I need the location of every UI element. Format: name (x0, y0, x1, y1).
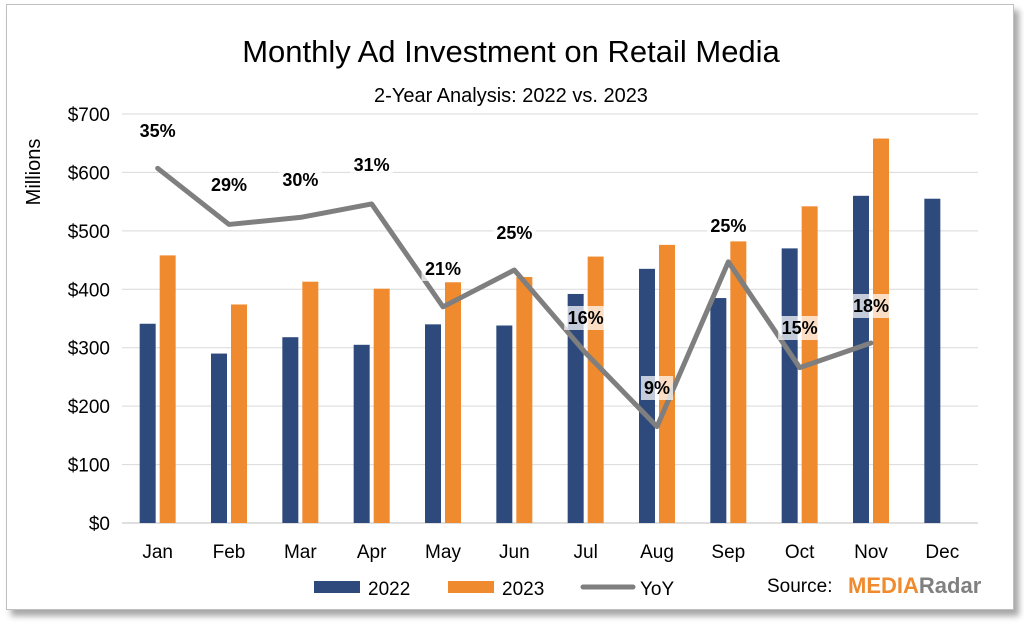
data-label-bg (641, 376, 673, 400)
x-tick-label: Dec (925, 542, 959, 563)
yoy-data-label: 25% (496, 223, 532, 243)
bar-2022 (353, 344, 370, 523)
bar-2023 (730, 241, 747, 524)
y-tick-label: $0 (89, 514, 110, 535)
legend-label-2023: 2023 (502, 579, 544, 600)
bar-2022 (853, 195, 869, 524)
y-tick-label: $600 (68, 163, 110, 184)
yoy-line-path (155, 165, 874, 430)
bar-2022 (425, 324, 441, 523)
bar-2023 (445, 282, 461, 523)
chart-title: Monthly Ad Investment on Retail Media (242, 34, 780, 69)
data-label-bg (849, 294, 893, 318)
x-tick-label: Mar (284, 542, 317, 563)
x-tick-labels: Jan Feb Mar Apr May Jun Jul Aug Sep Oct Nov Dec (142, 542, 959, 563)
mediaradar-logo: MEDIARadar (848, 573, 982, 598)
bar-2023 (302, 281, 319, 523)
legend-swatch-2023 (448, 581, 494, 593)
bar-2022 (211, 353, 227, 523)
legend-swatch-2022 (314, 581, 360, 593)
bars (139, 138, 941, 524)
chart-subtitle: 2-Year Analysis: 2022 vs. 2023 (374, 85, 648, 107)
bar-2022 (710, 298, 727, 523)
source-credit: Source: MEDIARadar (767, 573, 982, 598)
x-tick-label: Nov (854, 542, 888, 563)
bar-2022 (282, 337, 299, 523)
data-label-bg (564, 306, 608, 330)
y-tick-label: $200 (68, 397, 110, 418)
yoy-data-label: 9% (644, 378, 670, 398)
legend-label-2022: 2022 (368, 579, 410, 600)
data-label-bg (207, 173, 251, 197)
x-tick-label: May (425, 542, 461, 563)
data-label-bg (350, 153, 394, 177)
yoy-line: 35% 29% 30% 31% 21% 25% 16% 9% 25% 15% 18% (136, 119, 893, 430)
data-label-bg (136, 119, 180, 143)
y-tick-labels: $0 $100 $200 $300 $400 $500 $600 $700 (68, 105, 110, 535)
data-label-bg (421, 257, 465, 281)
x-tick-label: Jun (499, 542, 530, 563)
y-tick-label: $100 (68, 456, 110, 477)
y-tick-label: $300 (68, 339, 110, 360)
x-tick-label: Feb (213, 542, 246, 563)
y-tick-label: $400 (68, 280, 110, 301)
y-tick-label: $500 (68, 222, 110, 243)
yoy-data-label: 16% (568, 308, 604, 328)
data-label-bg (278, 168, 322, 192)
legend-label-yoy: YoY (640, 579, 674, 600)
x-tick-label: Jan (142, 542, 173, 563)
data-label-bg (778, 316, 822, 340)
bar-2022 (924, 198, 941, 523)
y-axis-label: Millions (23, 139, 45, 206)
x-tick-label: Jul (574, 542, 598, 563)
source-label: Source: (767, 576, 832, 597)
y-tick-label: $700 (68, 105, 110, 126)
yoy-data-label: 25% (710, 216, 746, 236)
bar-2022 (496, 325, 513, 523)
data-label-bg (492, 221, 536, 245)
yoy-data-label: 15% (782, 318, 818, 338)
yoy-data-label: 35% (140, 121, 176, 141)
bar-2022 (139, 323, 156, 523)
x-tick-label: Oct (785, 542, 815, 563)
bar-2023 (516, 277, 533, 523)
gridlines (122, 113, 978, 524)
legend: 2022 2023 YoY (314, 579, 674, 600)
x-tick-label: Sep (711, 542, 745, 563)
bar-2023 (373, 288, 390, 523)
bar-2022 (781, 248, 798, 523)
bar-2022 (567, 293, 584, 523)
yoy-data-label: 30% (282, 170, 318, 190)
x-tick-label: Apr (357, 542, 387, 563)
bar-2023 (159, 255, 176, 523)
data-label-bg (706, 214, 750, 238)
yoy-data-label: 31% (354, 155, 390, 175)
yoy-data-label: 21% (425, 259, 461, 279)
x-tick-label: Aug (640, 542, 674, 563)
yoy-data-label: 29% (211, 175, 247, 195)
bar-2023 (873, 138, 889, 524)
yoy-data-label: 18% (853, 296, 889, 316)
bar-2023 (587, 256, 604, 523)
bar-2023 (231, 304, 247, 523)
